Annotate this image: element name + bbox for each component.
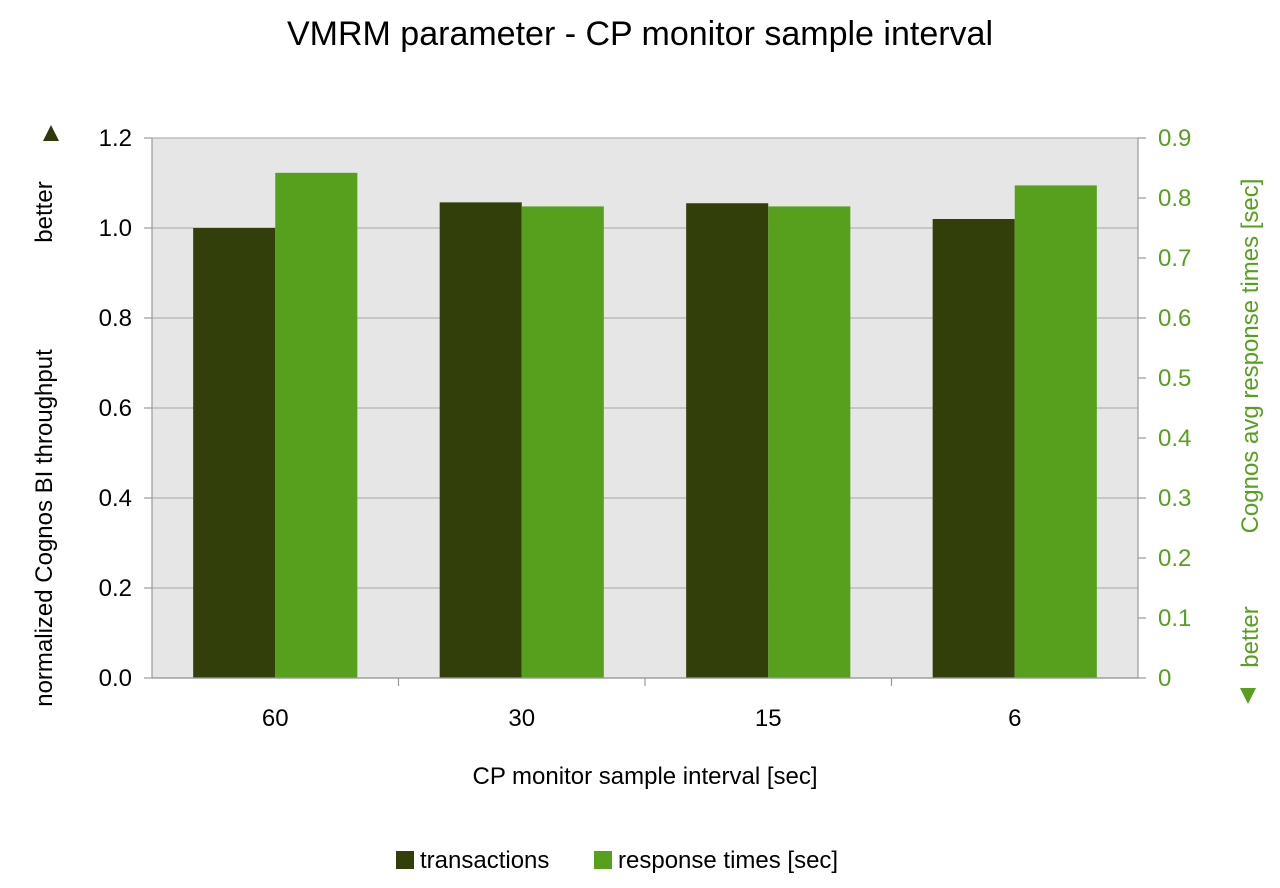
left-tick-labels: 0.0 0.2 0.4 0.6 0.8 1.0 1.2: [99, 125, 152, 692]
bar-response-times-6: [1014, 185, 1097, 678]
left-tick-label: 1.2: [99, 125, 132, 152]
right-tick-labels: 0 0.1 0.2 0.3 0.4 0.5 0.6 0.7 0.8 0.9: [1138, 125, 1191, 692]
triangle-down-icon: [1240, 688, 1256, 704]
bars: [193, 172, 1097, 679]
x-tick-label: 30: [508, 705, 535, 732]
right-tick-label: 0.1: [1158, 605, 1191, 632]
right-tick-label: 0.9: [1158, 125, 1191, 152]
x-tick-label: 6: [1008, 705, 1021, 732]
right-tick-label: 0.7: [1158, 245, 1191, 272]
right-tick-label: 0.4: [1158, 425, 1191, 452]
right-tick-label: 0: [1158, 665, 1171, 692]
triangle-up-icon: [43, 125, 59, 141]
x-axis-label: CP monitor sample interval [sec]: [472, 763, 817, 790]
y-axis-left-label: normalized Cognos BI throughput: [31, 349, 58, 707]
x-tick-label: 60: [262, 705, 289, 732]
bar-response-times-60: [275, 172, 358, 679]
bar-response-times-15: [768, 206, 851, 678]
legend-swatch-transactions: [396, 851, 414, 869]
bar-transactions-15: [686, 203, 769, 678]
left-tick-label: 0.6: [99, 395, 132, 422]
right-tick-label: 0.3: [1158, 485, 1191, 512]
bar-transactions-30: [439, 202, 522, 678]
left-tick-label: 0.2: [99, 575, 132, 602]
bar-transactions-60: [193, 228, 276, 678]
right-tick-label: 0.5: [1158, 365, 1191, 392]
y-axis-right-better-label: better: [1237, 606, 1264, 667]
legend-swatch-response-times: [594, 851, 612, 869]
left-tick-label: 1.0: [99, 215, 132, 242]
x-tick-labels: 60 30 15 6: [262, 678, 1021, 732]
legend-label-response-times: response times [sec]: [618, 847, 838, 874]
chart-title: VMRM parameter - CP monitor sample inter…: [287, 15, 993, 53]
right-tick-label: 0.6: [1158, 305, 1191, 332]
bar-transactions-6: [932, 219, 1015, 678]
left-tick-label: 0.4: [99, 485, 132, 512]
legend-label-transactions: transactions: [420, 847, 549, 874]
right-tick-label: 0.8: [1158, 185, 1191, 212]
right-tick-label: 0.2: [1158, 545, 1191, 572]
legend: transactions response times [sec]: [396, 847, 838, 874]
y-axis-left-better-label: better: [31, 181, 58, 242]
bar-response-times-30: [521, 206, 604, 678]
left-tick-label: 0.8: [99, 305, 132, 332]
left-tick-label: 0.0: [99, 665, 132, 692]
x-tick-label: 15: [755, 705, 782, 732]
y-axis-right-label: Cognos avg response times [sec]: [1237, 179, 1264, 534]
